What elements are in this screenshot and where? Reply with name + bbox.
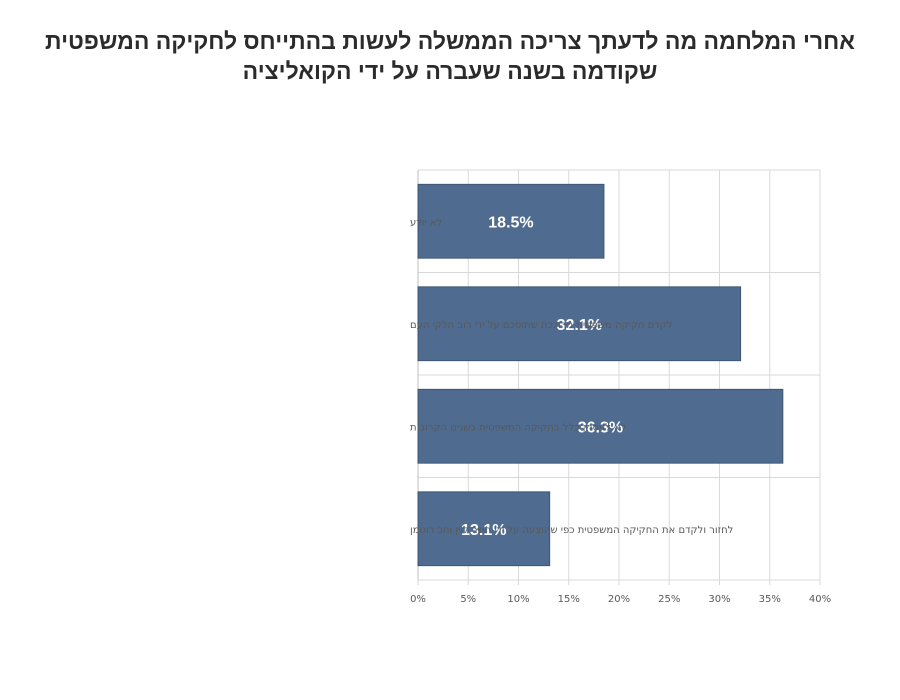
bar [417,388,784,464]
category-label: לא לעסוק כלל בחקיקה המשפטית בשנים הקרובו… [410,422,626,433]
category-label: לחזור ולקדם את החקיקה המשפטית כפי שהוצעה… [410,525,733,536]
bar-value-label: 18.5% [488,214,533,231]
x-tick-label: 15% [558,594,580,605]
bar-value-label: 32.1% [557,317,602,334]
x-tick-label: 25% [658,594,680,605]
bar [417,491,551,567]
x-tick-label: 30% [708,594,730,605]
x-tick-label: 35% [759,594,781,605]
category-label: לקדם חקיקה משפטית מרוככת שתוסכם על ידי ר… [410,320,673,331]
chart-title-line-1: אחרי המלחמה מה לדעתך צריכה הממשלה לעשות … [45,28,855,54]
category-label: לא יודע [410,217,442,228]
x-tick-label: 5% [460,594,476,605]
bar-value-label: 13.1% [461,522,506,539]
x-tick-label: 10% [507,594,529,605]
chart-title-line-2: שקודמה בשנה שעברה על ידי הקואליציה [242,58,658,84]
x-tick-label: 40% [809,594,831,605]
chart-title: אחרי המלחמה מה לדעתך צריכה הממשלה לעשות … [0,26,900,86]
bar [417,286,742,362]
x-tick-label: 20% [608,594,630,605]
bar-value-label: 36.3% [578,419,623,436]
x-tick-label: 0% [410,594,426,605]
bar [417,183,605,259]
